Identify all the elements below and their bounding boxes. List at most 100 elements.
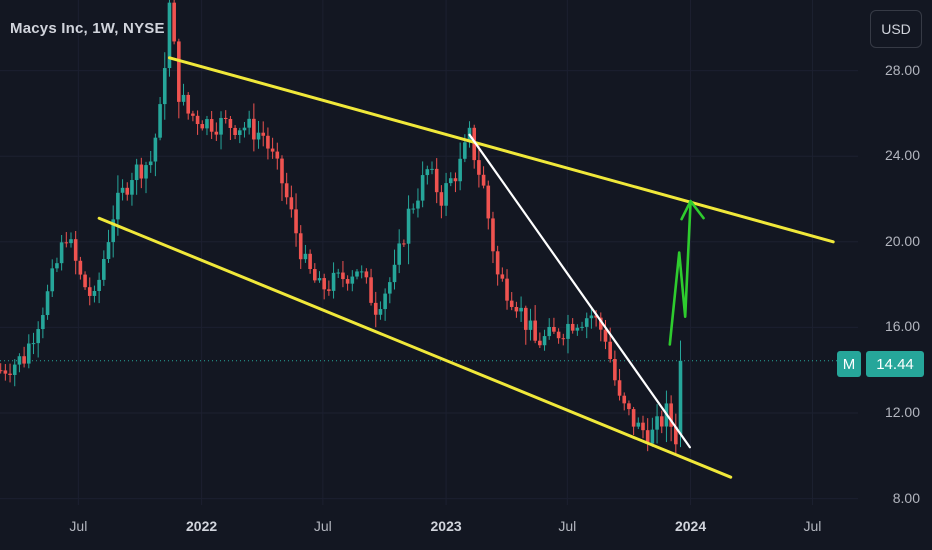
candle-body bbox=[130, 180, 134, 195]
candle-body bbox=[622, 395, 627, 404]
candle bbox=[162, 52, 167, 120]
symbol-title[interactable]: Macys Inc, 1W, NYSE bbox=[10, 20, 165, 37]
candle bbox=[378, 301, 383, 320]
candle bbox=[266, 127, 270, 160]
candle-body bbox=[172, 2, 176, 42]
candle bbox=[383, 288, 387, 321]
candle bbox=[336, 268, 341, 278]
candle-body bbox=[256, 132, 261, 140]
candle-body bbox=[397, 243, 401, 265]
price-tick-label: 12.00 bbox=[884, 403, 920, 420]
candle-body bbox=[570, 323, 575, 331]
candle bbox=[411, 203, 416, 214]
candle-body bbox=[402, 243, 406, 245]
candle bbox=[247, 110, 251, 135]
candle-body bbox=[603, 329, 608, 342]
candle-body bbox=[87, 287, 92, 296]
time-tick-label: Jul bbox=[313, 518, 332, 534]
candle-body bbox=[134, 164, 139, 181]
candle-body bbox=[514, 306, 519, 312]
candle bbox=[584, 312, 589, 339]
candle-body bbox=[373, 302, 378, 315]
candle bbox=[31, 332, 36, 355]
candle-body bbox=[289, 197, 294, 210]
candle-body bbox=[434, 168, 439, 193]
candle-body bbox=[364, 271, 369, 278]
candle bbox=[542, 329, 547, 351]
candle-body bbox=[641, 422, 645, 431]
candle-body bbox=[331, 272, 336, 291]
candle-body bbox=[631, 409, 636, 427]
candle bbox=[97, 272, 101, 304]
candle bbox=[627, 400, 631, 416]
candle bbox=[223, 110, 228, 124]
candle-body bbox=[41, 315, 45, 330]
candle-body bbox=[416, 200, 420, 209]
candle bbox=[83, 271, 87, 290]
price-tick-label: 16.00 bbox=[884, 318, 920, 335]
candle-body bbox=[106, 242, 111, 260]
candle-body bbox=[209, 119, 214, 132]
candle bbox=[322, 273, 326, 300]
candle bbox=[650, 417, 655, 447]
candle bbox=[298, 225, 303, 269]
candle bbox=[603, 320, 608, 350]
candle bbox=[228, 115, 233, 141]
candle-body bbox=[519, 307, 523, 312]
candle bbox=[73, 230, 78, 275]
candle bbox=[130, 172, 134, 206]
currency-button[interactable]: USD bbox=[870, 10, 922, 48]
candle bbox=[102, 250, 106, 286]
candle-body bbox=[261, 132, 266, 136]
candle bbox=[177, 38, 181, 119]
candle bbox=[514, 301, 519, 318]
candle bbox=[172, 0, 176, 45]
candle bbox=[191, 110, 195, 122]
candle bbox=[500, 267, 505, 282]
candle-body bbox=[327, 289, 331, 291]
candle-body bbox=[298, 233, 303, 260]
time-tick-label: 2023 bbox=[430, 518, 462, 534]
candle-body bbox=[237, 130, 242, 135]
candle bbox=[242, 122, 247, 138]
candle-body bbox=[73, 239, 78, 261]
candle bbox=[186, 92, 191, 120]
candle bbox=[78, 256, 83, 280]
candles-layer bbox=[0, 0, 683, 455]
candle-body bbox=[83, 274, 87, 288]
candle bbox=[448, 172, 453, 187]
candle bbox=[509, 292, 514, 311]
candle bbox=[350, 270, 355, 292]
candle-body bbox=[139, 164, 144, 179]
time-tick-label: 2022 bbox=[186, 518, 218, 534]
candle-body bbox=[420, 175, 425, 201]
candle-body bbox=[350, 276, 355, 284]
candle-body bbox=[223, 117, 228, 120]
candle bbox=[669, 395, 673, 442]
candle bbox=[59, 234, 64, 271]
candle-body bbox=[36, 329, 40, 344]
candle bbox=[373, 291, 378, 328]
candle bbox=[495, 245, 500, 286]
candle bbox=[111, 205, 115, 258]
candle-body bbox=[538, 340, 542, 346]
candle-body bbox=[650, 429, 655, 444]
candle bbox=[261, 121, 266, 147]
candle bbox=[120, 179, 125, 201]
candle bbox=[195, 110, 200, 135]
candle bbox=[580, 321, 584, 331]
candle-body bbox=[589, 315, 594, 319]
candle-body bbox=[378, 309, 383, 315]
candle-body bbox=[645, 430, 650, 444]
price-tick-label: 28.00 bbox=[884, 61, 920, 78]
candle bbox=[209, 111, 214, 139]
candle-body bbox=[448, 178, 453, 184]
candle bbox=[280, 155, 284, 201]
candle bbox=[134, 158, 139, 195]
candle bbox=[523, 305, 528, 345]
candle-body bbox=[17, 356, 22, 365]
candle bbox=[139, 157, 144, 189]
candle-body bbox=[148, 161, 153, 166]
